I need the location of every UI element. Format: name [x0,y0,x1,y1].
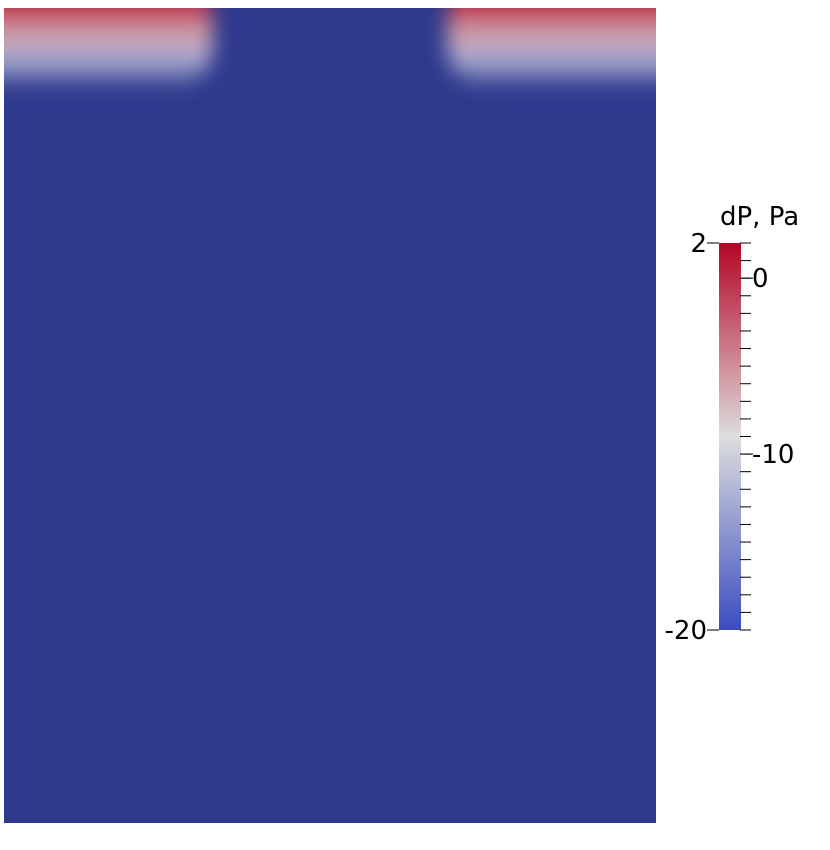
colorbar-tick-label: 2 [690,229,707,259]
surface-region-left [4,8,213,88]
field-background [4,8,656,823]
colorbar-title: dP, Pa [720,202,799,232]
colorbar: dP, Pa 2 0 -10 -20 [665,202,800,646]
colorbar-tick-label: -10 [752,440,794,470]
colorbar-tick-label: -20 [665,616,707,646]
colorbar-bar [719,243,741,630]
surface-region-right [447,8,656,88]
colorbar-tick-label: 0 [752,264,769,294]
pressure-field [4,8,656,823]
colorbar-minor-ticks [740,242,751,631]
colorbar-tick-labels: 2 0 -10 -20 [665,229,795,646]
surface-regions [4,8,656,88]
